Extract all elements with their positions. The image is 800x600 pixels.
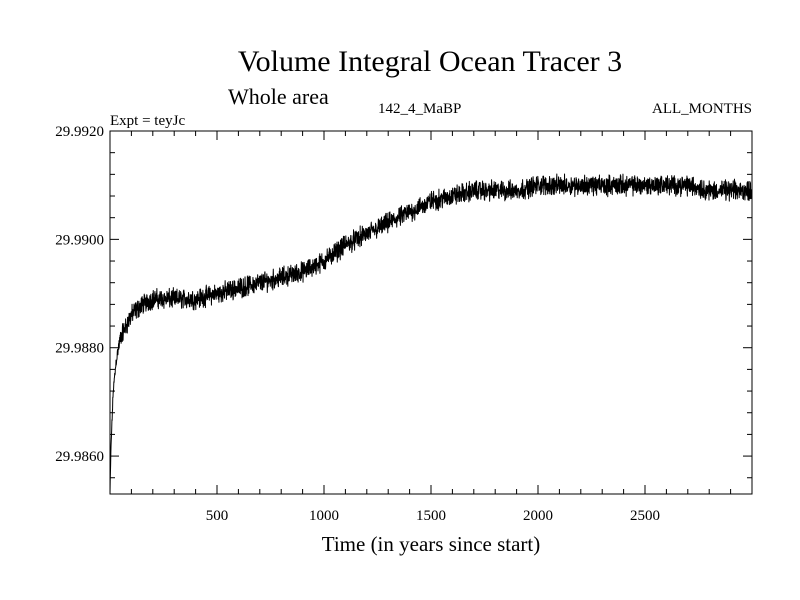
x-axis-tick-labels: 500 1000 1500 2000 2500 (206, 508, 660, 524)
y-tick-label: 29.9900 (55, 232, 104, 248)
y-tick-label: 29.9860 (55, 449, 104, 465)
x-axis-label: Time (in years since start) (322, 532, 541, 556)
x-tick-label: 2500 (630, 508, 660, 524)
chart-subtitle: Whole area (228, 84, 329, 109)
plot-frame (109, 130, 753, 495)
run-label: 142_4_MaBP (378, 101, 461, 117)
x-tick-label: 1500 (416, 508, 446, 524)
x-tick-label: 1000 (309, 508, 339, 524)
period-label: ALL_MONTHS (652, 101, 752, 117)
chart-title: Volume Integral Ocean Tracer 3 (238, 45, 622, 78)
y-axis-tick-labels: 29.9860 29.9880 29.9900 29.9920 (55, 124, 104, 465)
x-tick-label: 2000 (523, 508, 553, 524)
y-tick-label: 29.9880 (55, 341, 104, 357)
experiment-label: Expt = teyJc (110, 113, 185, 129)
data-series-line (109, 173, 753, 495)
axis-ticks (110, 130, 752, 494)
x-tick-label: 500 (206, 508, 229, 524)
y-tick-label: 29.9920 (55, 124, 104, 140)
